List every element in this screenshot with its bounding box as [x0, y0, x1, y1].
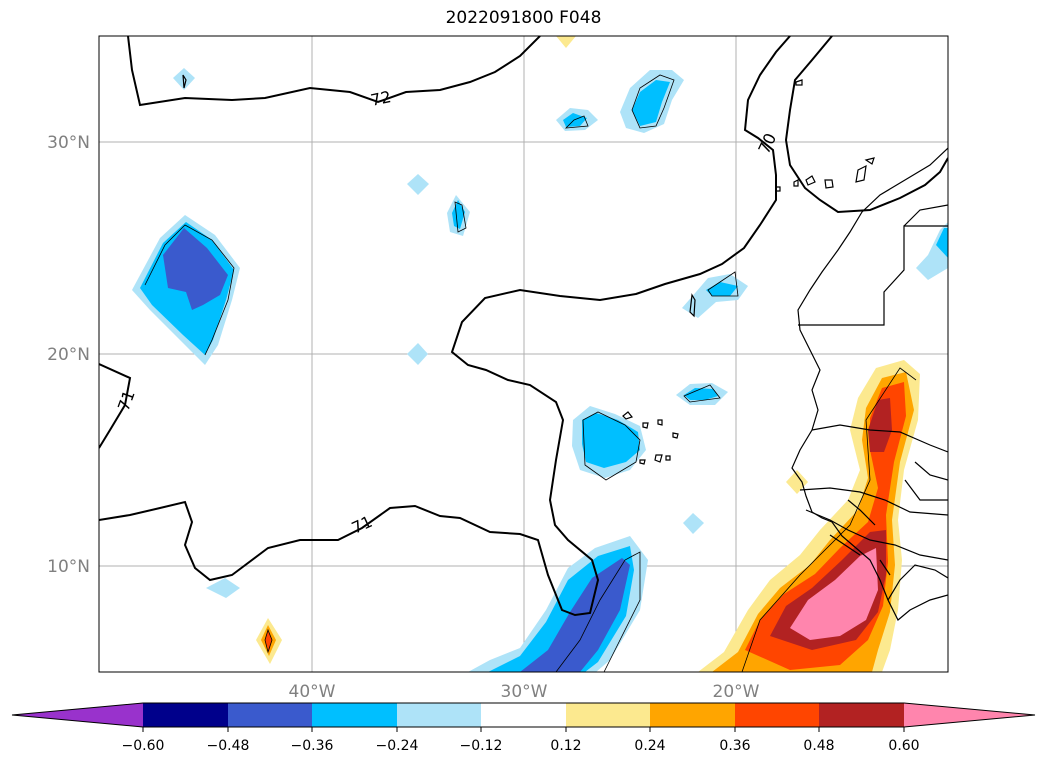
map-border — [98, 35, 949, 673]
colorbar-segment — [819, 703, 904, 727]
colorbar-tick-label: 0.24 — [634, 738, 665, 754]
lon-label-30w: 30°W — [501, 682, 548, 702]
thin-contours — [144, 74, 917, 672]
colorbar-tick-label: −0.12 — [460, 738, 503, 754]
colorbar-segment — [228, 703, 312, 727]
colorbar: −0.60 −0.48 −0.36 −0.24 −0.12 0.12 0.24 … — [11, 702, 1036, 754]
map-content: 72 70 71 71 — [99, 36, 948, 672]
colorbar-segment — [650, 703, 735, 727]
lat-label-20n: 20°N — [47, 345, 90, 365]
colorbar-tick-label: −0.48 — [207, 738, 250, 754]
colorbar-extend-high — [904, 703, 1035, 727]
height-contours — [99, 36, 948, 617]
colorbar-tick-label: −0.60 — [122, 738, 165, 754]
colorbar-segment — [312, 703, 397, 727]
colorbar-tick-label: −0.36 — [291, 738, 334, 754]
gridlines — [99, 36, 948, 672]
negative-anomaly-regions — [132, 68, 948, 672]
colorbar-tick-label: 0.12 — [550, 738, 581, 754]
colorbar-extend-low — [12, 703, 143, 727]
colorbar-tick-label: 0.60 — [888, 738, 919, 754]
colorbar-segment — [735, 703, 819, 727]
lat-label-10n: 10°N — [47, 557, 90, 577]
colorbar-tick-label: 0.36 — [719, 738, 750, 754]
lon-label-40w: 40°W — [289, 682, 336, 702]
positive-anomaly-regions — [256, 36, 920, 672]
colorbar-segment — [566, 703, 650, 727]
contour-label-72: 72 — [369, 87, 393, 110]
colorbar-tick-label: −0.24 — [376, 738, 419, 754]
lat-label-30n: 30°N — [47, 133, 90, 153]
colorbar-segment — [143, 703, 228, 727]
map-title: 2022091800 F048 — [445, 8, 602, 28]
colorbar-segment — [397, 703, 481, 727]
coastlines — [182, 74, 948, 621]
colorbar-ticks — [142, 727, 905, 732]
lon-label-20w: 20°W — [713, 682, 760, 702]
colorbar-tick-label: 0.48 — [803, 738, 834, 754]
colorbar-segment — [481, 703, 566, 727]
